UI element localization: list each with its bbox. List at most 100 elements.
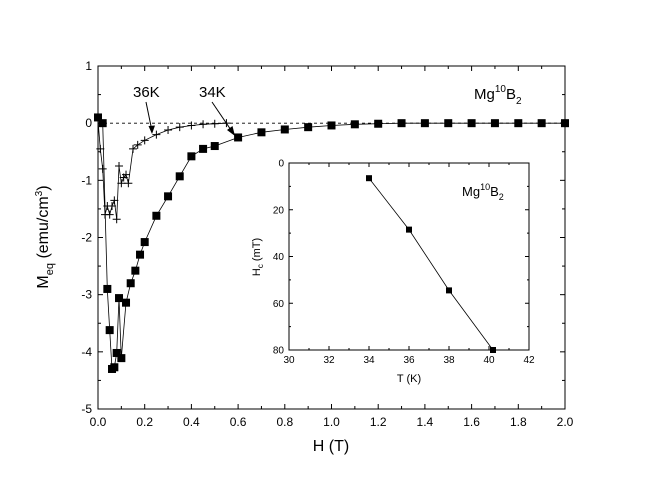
main-y-axis-title-sup: 3 bbox=[34, 190, 45, 196]
main-y-tick-label: -3 bbox=[81, 288, 92, 302]
main-plus-point bbox=[164, 126, 173, 135]
main-series-0-line bbox=[97, 120, 227, 220]
inset-y-ticks: 0 20 40 60 80 bbox=[273, 159, 529, 357]
main-square-point bbox=[257, 128, 266, 137]
inset-series-markers bbox=[366, 175, 496, 353]
main-square-point bbox=[122, 298, 131, 307]
main-x-tick-label: 2.0 bbox=[557, 415, 574, 429]
main-square-point bbox=[175, 172, 184, 181]
annotation-34k-arrowhead bbox=[227, 126, 235, 136]
inset-square-point bbox=[446, 287, 452, 294]
main-plus-point bbox=[129, 144, 138, 153]
main-plus-point bbox=[124, 179, 133, 188]
main-plot: 0.0 0.2 0.4 0.6 0.8 1.0 1.2 1.4 1.6 1.8 2.0 1 0 -1 -2… bbox=[34, 59, 574, 455]
main-x-tick-label: 0.2 bbox=[136, 415, 153, 429]
main-x-axis-title: H (T) bbox=[313, 438, 349, 455]
main-plus-point bbox=[122, 170, 131, 179]
inset-y-tick-label: 80 bbox=[273, 346, 285, 357]
main-square-point bbox=[98, 119, 107, 128]
annotation-34k-arrow bbox=[211, 101, 234, 134]
main-square-point bbox=[152, 211, 161, 220]
main-y-tick-label: -4 bbox=[81, 345, 92, 359]
main-plus-point bbox=[133, 140, 142, 149]
main-square-point bbox=[537, 119, 546, 128]
main-plus-point bbox=[152, 130, 161, 139]
main-square-point bbox=[397, 119, 406, 128]
annotation-36k: 36K bbox=[133, 84, 160, 101]
main-material-label: Mg10B2 bbox=[474, 84, 522, 107]
inset-series-lines bbox=[368, 177, 494, 351]
main-x-tick-label: 0.4 bbox=[183, 415, 200, 429]
main-y-axis-title-sub: eq bbox=[44, 263, 56, 275]
main-square-point bbox=[444, 119, 453, 128]
main-plus-point bbox=[112, 215, 121, 224]
main-square-point bbox=[112, 348, 121, 357]
annotation-34k: 34K bbox=[199, 84, 226, 101]
main-square-point bbox=[210, 142, 219, 151]
inset-y-tick-label: 40 bbox=[273, 252, 285, 263]
main-square-point bbox=[94, 113, 102, 122]
main-y-tick-label: 1 bbox=[85, 59, 92, 73]
main-square-point bbox=[103, 284, 112, 293]
main-x-tick-label: 0.8 bbox=[276, 415, 293, 429]
main-square-point bbox=[136, 250, 145, 259]
main-y-axis-title: Meq (emu/cm3) bbox=[34, 185, 56, 288]
inset-x-tick-label: 30 bbox=[283, 355, 295, 366]
inset-square-point bbox=[406, 226, 412, 233]
inset-series-0-line bbox=[368, 177, 494, 351]
main-y-tick-label: -2 bbox=[81, 231, 92, 245]
inset-x-ticks: 30 32 34 36 38 40 42 bbox=[283, 163, 535, 366]
main-square-point bbox=[514, 119, 523, 128]
inset-y-axis-title: Hc (mT) bbox=[251, 238, 265, 276]
main-x-tick-label: 1.2 bbox=[370, 415, 387, 429]
main-square-point bbox=[280, 125, 289, 134]
inset-y-tick-label: 20 bbox=[273, 205, 285, 216]
main-y-tick-label: -5 bbox=[81, 402, 92, 416]
main-square-point bbox=[350, 120, 359, 129]
main-plus-point bbox=[210, 119, 219, 128]
main-y-tick-label: -1 bbox=[81, 173, 92, 187]
main-square-point bbox=[140, 238, 149, 247]
main-x-tick-label: 0.0 bbox=[90, 415, 107, 429]
inset-plot: 30 32 34 36 38 40 42 0 20 40 60 80 T (K) Hc (mT) M… bbox=[251, 159, 535, 386]
inset-y-tick-label: 60 bbox=[273, 299, 285, 310]
main-square-point bbox=[131, 266, 140, 275]
annotation-36k-arrowhead bbox=[148, 125, 155, 134]
main-square-point bbox=[187, 152, 196, 161]
main-square-point bbox=[490, 119, 499, 128]
main-plus-point bbox=[110, 196, 119, 205]
main-plus-point bbox=[98, 164, 107, 173]
main-plus-point bbox=[96, 144, 105, 153]
main-x-tick-label: 1.0 bbox=[323, 415, 340, 429]
main-square-point bbox=[561, 119, 569, 128]
main-plus-point bbox=[175, 123, 184, 132]
main-square-point bbox=[110, 363, 119, 372]
inset-x-tick-label: 38 bbox=[443, 355, 455, 366]
main-square-point bbox=[126, 279, 135, 288]
main-y-tick-label: 0 bbox=[85, 116, 92, 130]
inset-plot-frame bbox=[288, 162, 530, 351]
main-square-point bbox=[164, 192, 173, 201]
main-y-ticks: 1 0 -1 -2 -3 -4 -5 bbox=[81, 59, 565, 416]
inset-x-axis-title: T (K) bbox=[397, 373, 421, 385]
main-square-point bbox=[374, 119, 383, 128]
main-plus-point bbox=[115, 162, 124, 171]
main-square-point bbox=[117, 354, 126, 363]
main-x-tick-label: 1.6 bbox=[463, 415, 480, 429]
main-plus-point bbox=[108, 202, 117, 211]
main-square-point bbox=[105, 326, 114, 335]
inset-square-point bbox=[490, 347, 496, 353]
inset-x-tick-label: 40 bbox=[483, 355, 495, 366]
inset-y-axis-title-sub: c bbox=[256, 264, 265, 268]
inset-x-tick-label: 34 bbox=[363, 355, 375, 366]
main-square-point bbox=[304, 123, 313, 132]
inset-y-tick-label: 0 bbox=[278, 159, 284, 170]
inset-square-point bbox=[366, 175, 372, 182]
main-x-tick-label: 0.6 bbox=[230, 415, 247, 429]
main-plus-point bbox=[105, 210, 114, 219]
main-square-point bbox=[234, 133, 243, 142]
inset-x-tick-label: 32 bbox=[323, 355, 335, 366]
main-square-point bbox=[327, 121, 336, 130]
main-series-markers bbox=[94, 113, 569, 373]
